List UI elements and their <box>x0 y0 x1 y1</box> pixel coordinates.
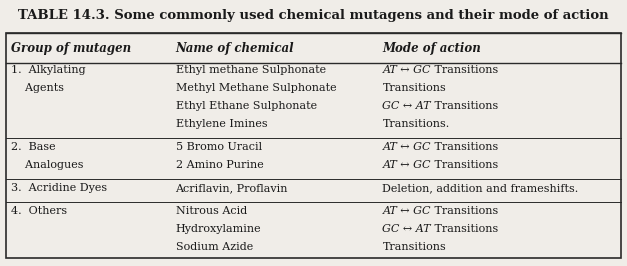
Text: Analogues: Analogues <box>11 160 84 170</box>
Text: Transitions: Transitions <box>382 83 446 93</box>
Text: Hydroxylamine: Hydroxylamine <box>176 224 261 234</box>
Text: 3.  Acridine Dyes: 3. Acridine Dyes <box>11 183 107 193</box>
Text: Transitions: Transitions <box>382 242 446 252</box>
Text: Name of chemical: Name of chemical <box>176 42 294 55</box>
Text: 4.  Others: 4. Others <box>11 206 68 216</box>
Text: Sodium Azide: Sodium Azide <box>176 242 253 252</box>
Text: 2.  Base: 2. Base <box>11 142 56 152</box>
Text: GC ↔ AT: GC ↔ AT <box>382 224 431 234</box>
Text: Methyl Methane Sulphonate: Methyl Methane Sulphonate <box>176 83 336 93</box>
Text: Acriflavin, Proflavin: Acriflavin, Proflavin <box>176 183 288 193</box>
Text: Agents: Agents <box>11 83 65 93</box>
Text: 5 Bromo Uracil: 5 Bromo Uracil <box>176 142 261 152</box>
Text: Ethyl Ethane Sulphonate: Ethyl Ethane Sulphonate <box>176 101 317 111</box>
Text: Transitions: Transitions <box>431 142 498 152</box>
Text: Transitions: Transitions <box>431 101 498 111</box>
Text: Transitions: Transitions <box>431 65 498 75</box>
Text: AT ↔ GC: AT ↔ GC <box>382 65 431 75</box>
Text: Transitions: Transitions <box>431 206 498 216</box>
Text: Transitions: Transitions <box>431 224 498 234</box>
Text: AT ↔ GC: AT ↔ GC <box>382 142 431 152</box>
Text: Group of mutagen: Group of mutagen <box>11 42 132 55</box>
Text: Ethyl methane Sulphonate: Ethyl methane Sulphonate <box>176 65 325 75</box>
Text: AT ↔ GC: AT ↔ GC <box>382 160 431 170</box>
Text: TABLE 14.3. Some commonly used chemical mutagens and their mode of action: TABLE 14.3. Some commonly used chemical … <box>18 9 609 22</box>
Text: Transitions.: Transitions. <box>382 119 450 129</box>
Bar <box>6 33 621 258</box>
Text: 2 Amino Purine: 2 Amino Purine <box>176 160 263 170</box>
Text: Ethylene Imines: Ethylene Imines <box>176 119 267 129</box>
Text: Mode of action: Mode of action <box>382 42 481 55</box>
Text: Nitrous Acid: Nitrous Acid <box>176 206 247 216</box>
Text: Deletion, addition and frameshifts.: Deletion, addition and frameshifts. <box>382 183 579 193</box>
Text: AT ↔ GC: AT ↔ GC <box>382 206 431 216</box>
Text: 1.  Alkylating: 1. Alkylating <box>11 65 86 75</box>
Text: Transitions: Transitions <box>431 160 498 170</box>
Text: GC ↔ AT: GC ↔ AT <box>382 101 431 111</box>
